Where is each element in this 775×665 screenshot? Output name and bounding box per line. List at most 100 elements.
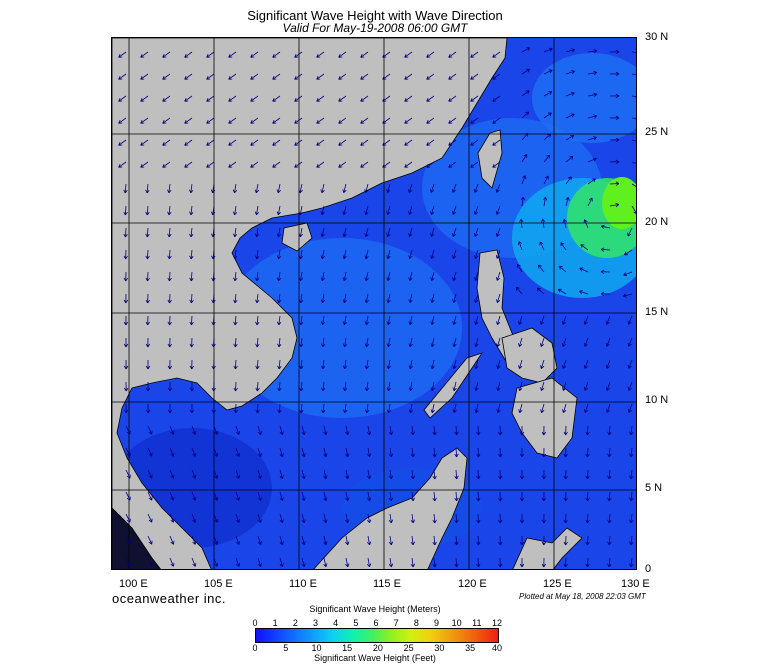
wave-arrow xyxy=(343,271,347,281)
wave-arrow xyxy=(257,403,259,414)
wave-arrow xyxy=(474,227,479,237)
wave-arrow-head xyxy=(594,115,598,119)
wave-arrow-head xyxy=(190,299,194,304)
wave-arrow-head xyxy=(366,563,370,568)
wave-arrow-head xyxy=(299,211,303,216)
wave-arrow-head xyxy=(629,431,632,436)
wave-arrow-head xyxy=(558,266,561,270)
wave-arrow-head xyxy=(299,189,303,194)
wave-arrow xyxy=(300,337,303,347)
wave-arrow-head xyxy=(496,277,498,281)
wave-arrow-head xyxy=(587,453,590,458)
wave-arrow-head xyxy=(214,453,218,457)
wave-arrow-head xyxy=(343,212,347,215)
wave-arrow-head xyxy=(409,343,413,348)
wave-arrow-head xyxy=(212,211,216,216)
wave-arrow-head xyxy=(628,321,632,325)
wave-arrow-head xyxy=(345,563,349,568)
wave-arrow-head xyxy=(170,563,174,567)
wave-arrow xyxy=(492,117,501,124)
wave-arrow-head xyxy=(232,189,235,194)
wave-arrow-head xyxy=(235,497,240,501)
wave-arrow xyxy=(294,95,303,102)
wave-arrow-head xyxy=(432,541,436,546)
wave-arrow-head xyxy=(382,119,385,124)
wave-arrow-head xyxy=(454,563,458,568)
wave-arrow-head xyxy=(228,119,231,124)
plotted-timestamp: Plotted at May 18, 2008 22:03 GMT xyxy=(519,592,646,601)
wave-arrow-head xyxy=(191,409,195,414)
wave-arrow-head xyxy=(272,97,275,102)
wave-arrow-head xyxy=(543,519,547,524)
wave-arrow xyxy=(360,161,369,168)
wave-arrow xyxy=(118,73,127,80)
wave-arrow-head xyxy=(583,342,586,347)
wave-arrow-head xyxy=(321,409,324,414)
wave-arrow-head xyxy=(238,519,241,523)
wave-arrow-head xyxy=(473,211,476,215)
wave-arrow-head xyxy=(562,219,565,223)
wave-arrow-head xyxy=(303,563,306,567)
wave-arrow xyxy=(206,73,215,80)
wave-arrow-head xyxy=(343,190,347,193)
wave-arrow-head xyxy=(540,321,545,325)
wave-arrow-head xyxy=(475,388,479,391)
wave-arrow-head xyxy=(190,211,194,216)
wave-arrow xyxy=(521,90,530,97)
wave-arrow xyxy=(587,178,596,185)
wave-arrow-head xyxy=(563,519,566,524)
wave-arrow xyxy=(191,315,193,326)
wave-arrow xyxy=(190,271,193,282)
wave-arrow-head xyxy=(580,244,583,248)
wave-arrow xyxy=(191,447,196,457)
wave-arrow xyxy=(474,271,479,281)
wave-arrow xyxy=(278,315,281,325)
wave-arrow-head xyxy=(496,365,498,369)
wave-arrow xyxy=(387,205,391,215)
wave-arrow-head xyxy=(615,95,620,99)
wave-arrow xyxy=(433,447,436,458)
wave-arrow-head xyxy=(470,97,473,102)
wave-arrow xyxy=(162,117,171,124)
wave-arrow xyxy=(344,315,347,325)
wave-arrow-head xyxy=(206,53,209,58)
wave-arrow-head xyxy=(562,321,566,325)
wave-arrow-head xyxy=(124,387,127,392)
wave-arrow-head xyxy=(343,409,346,414)
wave-arrow-head xyxy=(322,365,326,370)
wave-arrow xyxy=(301,469,305,479)
wave-arrow-head xyxy=(206,119,209,124)
wave-arrow-head xyxy=(623,293,626,297)
wave-arrow-head xyxy=(517,263,521,267)
wave-arrow-head xyxy=(365,190,369,193)
wave-arrow-head xyxy=(214,519,218,523)
wave-arrow-head xyxy=(391,563,394,568)
wave-arrow xyxy=(365,249,369,259)
wave-arrow xyxy=(409,315,413,325)
wave-arrow xyxy=(470,51,479,58)
wave-arrow-head xyxy=(579,268,583,272)
wave-arrow xyxy=(470,73,479,80)
wave-arrow xyxy=(587,447,589,458)
wave-arrow-head xyxy=(169,365,173,370)
wave-arrow-head xyxy=(256,321,260,326)
wave-arrow-head xyxy=(124,409,127,414)
wave-arrow xyxy=(300,359,303,369)
wave-arrow-head xyxy=(496,299,498,303)
wave-arrow-head xyxy=(168,255,172,260)
wave-arrow-head xyxy=(470,75,473,80)
wave-arrow-head xyxy=(386,343,389,347)
wave-arrow-head xyxy=(345,519,349,524)
wave-arrow xyxy=(475,315,479,325)
wave-arrow-head xyxy=(410,409,414,414)
wave-arrow-head xyxy=(498,497,501,502)
wave-arrow-head xyxy=(366,387,370,392)
wave-arrow xyxy=(338,117,347,124)
wave-arrow-head xyxy=(278,233,282,238)
wave-arrow-head xyxy=(404,141,407,146)
wave-arrow-head xyxy=(342,365,345,370)
wave-arrow-head xyxy=(386,387,389,392)
wave-arrow xyxy=(563,403,567,413)
wave-arrow-head xyxy=(301,520,305,523)
colorbar-feet-tick: 40 xyxy=(491,643,502,653)
